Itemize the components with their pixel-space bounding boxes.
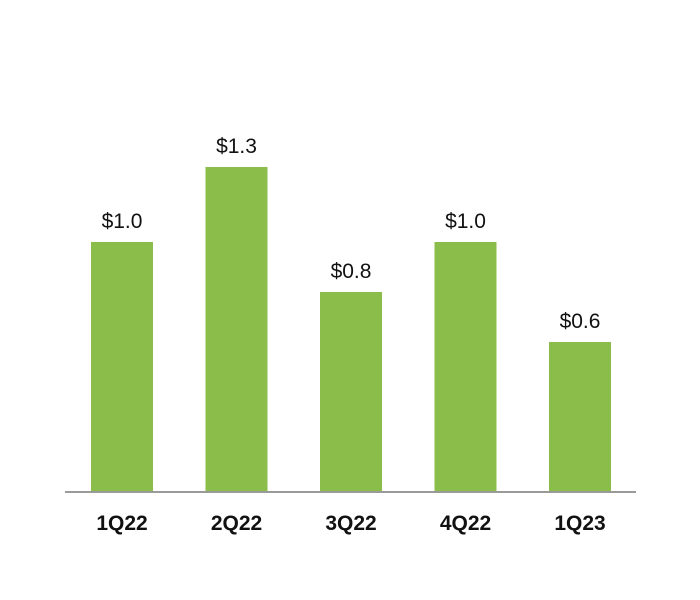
bar-1q23	[549, 342, 611, 492]
value-label-1q23: $0.6	[560, 310, 601, 333]
bar-1q22	[91, 242, 153, 492]
value-labels-group: $1.0 $1.3 $0.8 $1.0 $0.6	[102, 135, 601, 333]
x-tick-labels-group: 1Q22 2Q22 3Q22 4Q22 1Q23	[96, 512, 605, 535]
value-label-1q22: $1.0	[102, 210, 143, 233]
value-label-3q22: $0.8	[331, 260, 372, 283]
x-tick-label-2q22: 2Q22	[211, 512, 262, 535]
bar-4q22	[434, 242, 497, 492]
value-label-2q22: $1.3	[216, 135, 257, 158]
x-tick-label-3q22: 3Q22	[325, 512, 376, 535]
x-tick-label-1q22: 1Q22	[96, 512, 147, 535]
x-tick-label-4q22: 4Q22	[440, 512, 491, 535]
bar-3q22	[320, 292, 382, 492]
value-label-4q22: $1.0	[445, 210, 486, 233]
x-tick-label-1q23: 1Q23	[554, 512, 605, 535]
bars-group	[91, 167, 611, 492]
bar-2q22	[205, 167, 268, 492]
